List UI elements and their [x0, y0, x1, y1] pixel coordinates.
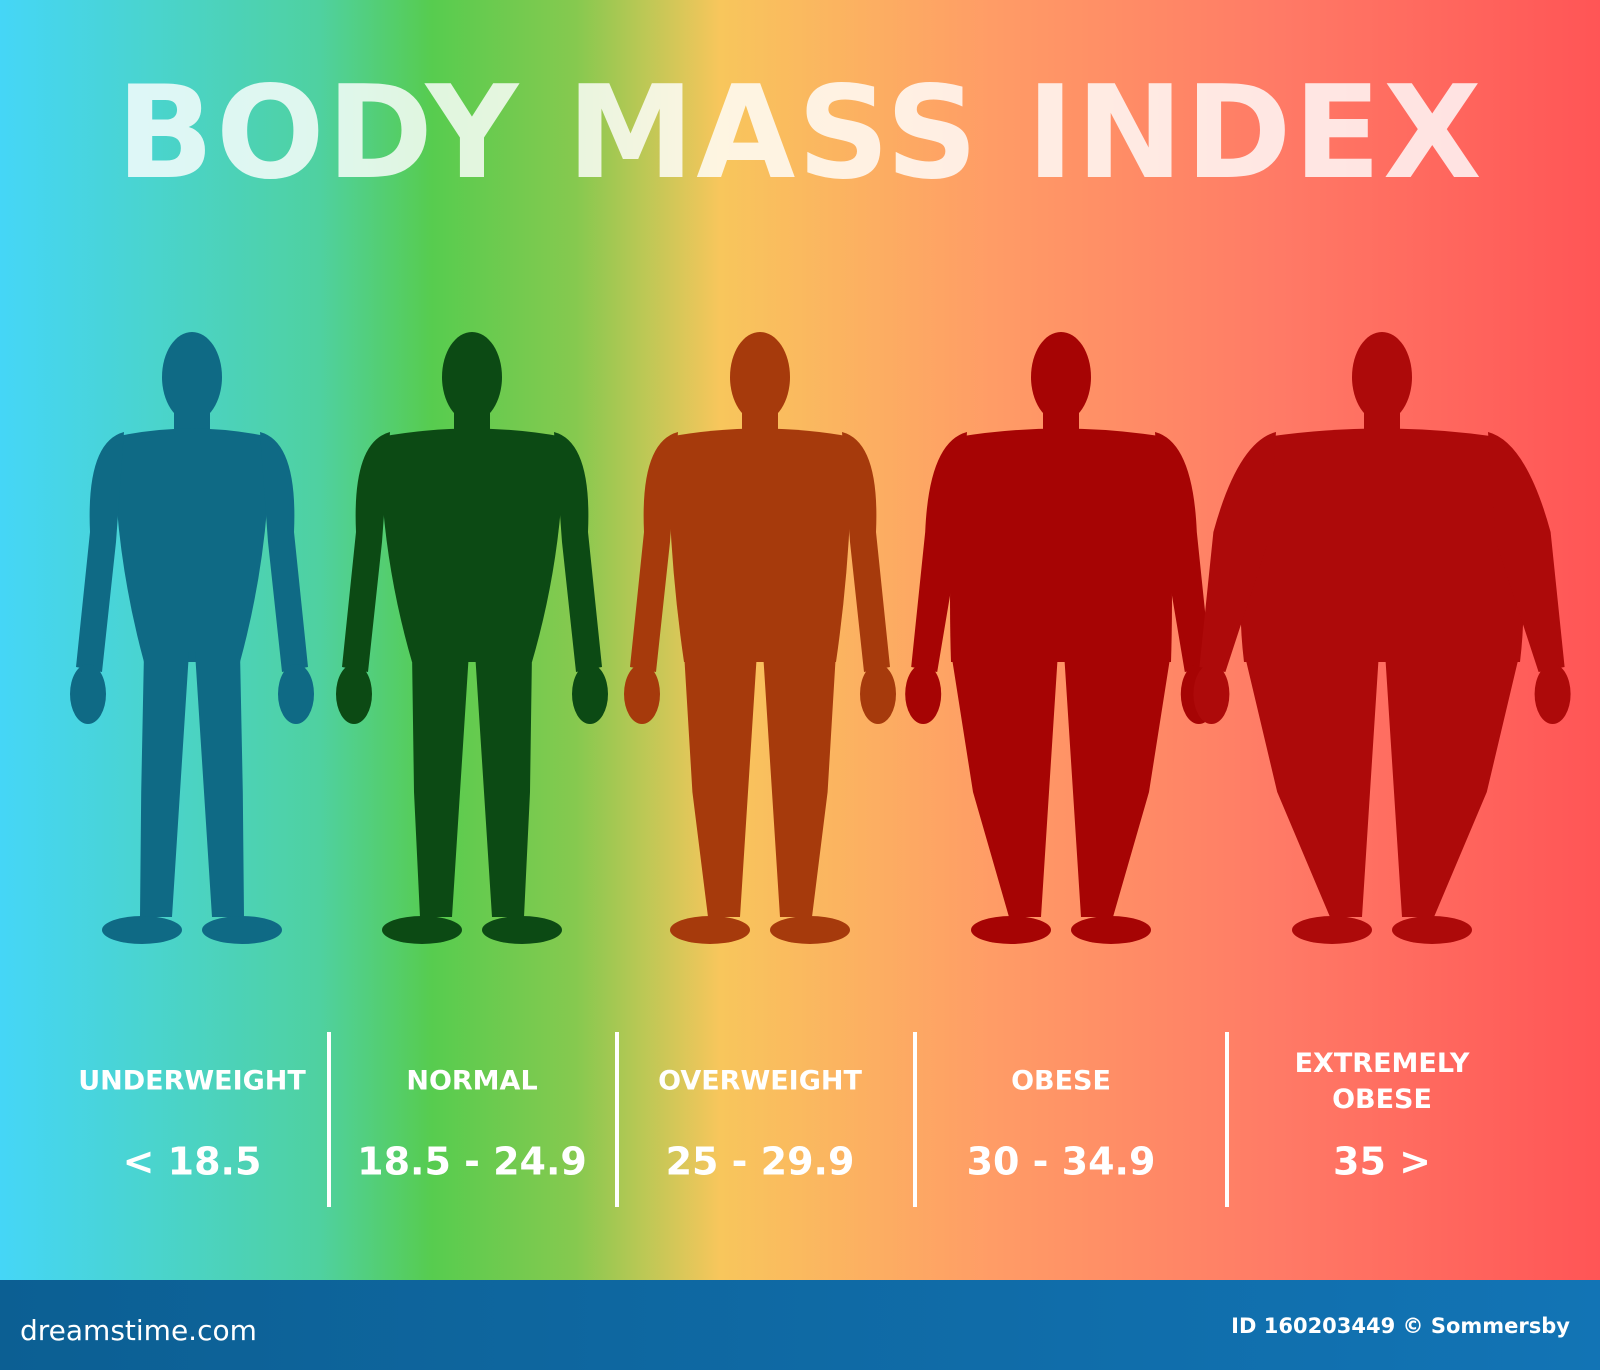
leg	[1244, 652, 1379, 917]
hand	[70, 664, 106, 724]
title: BODY MASS INDEX	[116, 59, 1483, 208]
foot	[202, 916, 282, 944]
footer-bar	[0, 1280, 1600, 1370]
arm	[1199, 432, 1276, 672]
head	[162, 332, 222, 422]
category-range: 18.5 - 24.9	[357, 1140, 587, 1184]
foot	[670, 916, 750, 944]
torso	[950, 428, 1172, 662]
leg	[684, 652, 757, 917]
category-label: UNDERWEIGHT	[78, 1066, 306, 1097]
hand	[860, 664, 896, 724]
hand	[1193, 664, 1230, 724]
silhouette	[1193, 332, 1571, 944]
leg	[1385, 652, 1520, 917]
torso	[1240, 428, 1524, 662]
hand	[624, 664, 660, 724]
category-range: 35 >	[1333, 1140, 1431, 1184]
label-line: OBESE	[1332, 1084, 1432, 1115]
hand	[1534, 664, 1571, 724]
label-line: EXTREMELY	[1295, 1048, 1470, 1079]
silhouette	[70, 332, 314, 944]
arm	[260, 432, 308, 672]
head	[1352, 332, 1412, 422]
labels: UNDERWEIGHT < 18.5 NORMAL 18.5 - 24.9 OVERWE…	[78, 1032, 1470, 1207]
leg	[140, 652, 189, 917]
arm	[630, 432, 678, 672]
category-label: OBESE	[1011, 1066, 1111, 1097]
torso	[114, 428, 270, 662]
silhouette	[905, 332, 1217, 944]
foot	[382, 916, 462, 944]
leg	[195, 652, 244, 917]
arm	[842, 432, 890, 672]
hand	[905, 664, 942, 724]
leg	[475, 652, 532, 917]
leg	[412, 652, 469, 917]
hand	[278, 664, 314, 724]
footer-site: dreamstime.com	[20, 1314, 257, 1347]
foot	[1071, 916, 1151, 944]
foot	[1292, 916, 1372, 944]
head	[442, 332, 502, 422]
foot	[770, 916, 850, 944]
hand	[572, 664, 608, 724]
leg	[763, 652, 836, 917]
foot	[102, 916, 182, 944]
arm	[554, 432, 602, 672]
hand	[336, 664, 372, 724]
leg	[1064, 652, 1171, 917]
category-range: 30 - 34.9	[967, 1140, 1156, 1184]
category-range: < 18.5	[123, 1140, 262, 1184]
category-label: OVERWEIGHT	[658, 1066, 862, 1097]
silhouette	[336, 332, 608, 944]
arm	[1488, 432, 1565, 672]
category-label: EXTREMELY OBESE	[1295, 1048, 1470, 1115]
silhouette	[624, 332, 896, 944]
arm	[911, 432, 967, 672]
leg	[951, 652, 1058, 917]
arm	[342, 432, 390, 672]
head	[1031, 332, 1091, 422]
foot	[971, 916, 1051, 944]
torso	[380, 428, 564, 662]
category-range: 25 - 29.9	[666, 1140, 855, 1184]
footer-credit: ID 160203449 © Sommersby	[1231, 1314, 1570, 1338]
category-label: NORMAL	[406, 1066, 537, 1097]
foot	[1392, 916, 1472, 944]
head	[730, 332, 790, 422]
foot	[482, 916, 562, 944]
torso	[668, 428, 852, 662]
arm	[1155, 432, 1211, 672]
arm	[76, 432, 124, 672]
figures	[70, 332, 1571, 944]
